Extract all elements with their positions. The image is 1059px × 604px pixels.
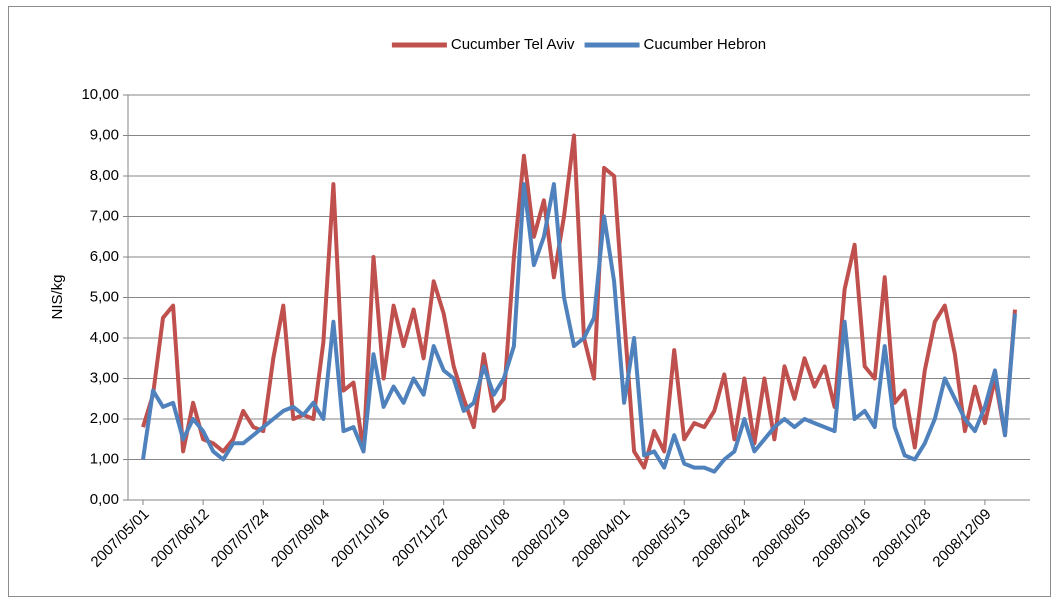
y-tick-label: 4,00 xyxy=(90,329,119,346)
legend-label: Cucumber Tel Aviv xyxy=(451,36,575,53)
legend-label: Cucumber Hebron xyxy=(644,36,767,53)
y-tick-label: 10,00 xyxy=(81,86,119,103)
y-tick-label: 6,00 xyxy=(90,248,119,265)
y-tick-label: 8,00 xyxy=(90,167,119,184)
chart-frame xyxy=(8,6,1051,597)
series-line xyxy=(141,133,1017,470)
series-line xyxy=(141,182,1017,474)
y-tick-label: 3,00 xyxy=(90,369,119,386)
y-axis-title: NIS/kg xyxy=(49,274,66,319)
y-tick-label: 2,00 xyxy=(90,410,119,427)
y-tick-label: 1,00 xyxy=(90,450,119,467)
y-tick-label: 0,00 xyxy=(90,491,119,508)
y-tick-label: 7,00 xyxy=(90,207,119,224)
y-tick-label: 9,00 xyxy=(90,126,119,143)
y-tick-label: 5,00 xyxy=(90,288,119,305)
